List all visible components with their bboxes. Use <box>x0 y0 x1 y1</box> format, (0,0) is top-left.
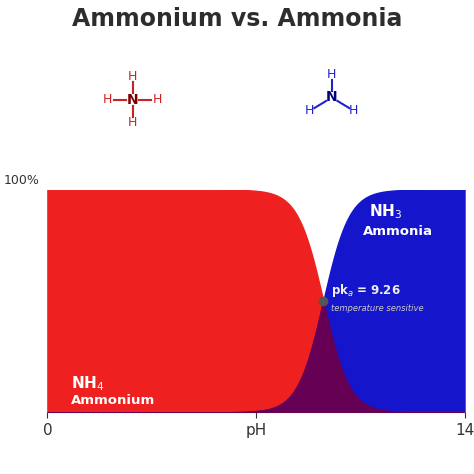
Text: H: H <box>103 93 112 106</box>
Text: N: N <box>326 90 337 104</box>
Text: temperature sensitive: temperature sensitive <box>331 304 423 313</box>
Text: 100%: 100% <box>3 174 39 187</box>
Text: Ammonia: Ammonia <box>363 226 433 238</box>
Text: Ammonium: Ammonium <box>71 393 155 407</box>
Text: H: H <box>128 116 137 129</box>
Text: H: H <box>128 70 137 83</box>
Text: N: N <box>127 92 138 107</box>
Text: H: H <box>349 104 358 117</box>
Text: H: H <box>305 104 315 117</box>
Text: NH$_4$: NH$_4$ <box>71 374 105 393</box>
Text: Ammonium vs. Ammonia: Ammonium vs. Ammonia <box>72 7 402 31</box>
Text: H: H <box>327 68 337 81</box>
Text: pk$_a$ = 9.26: pk$_a$ = 9.26 <box>331 283 401 300</box>
Text: NH$_3$: NH$_3$ <box>369 202 402 221</box>
Text: H: H <box>153 93 162 106</box>
